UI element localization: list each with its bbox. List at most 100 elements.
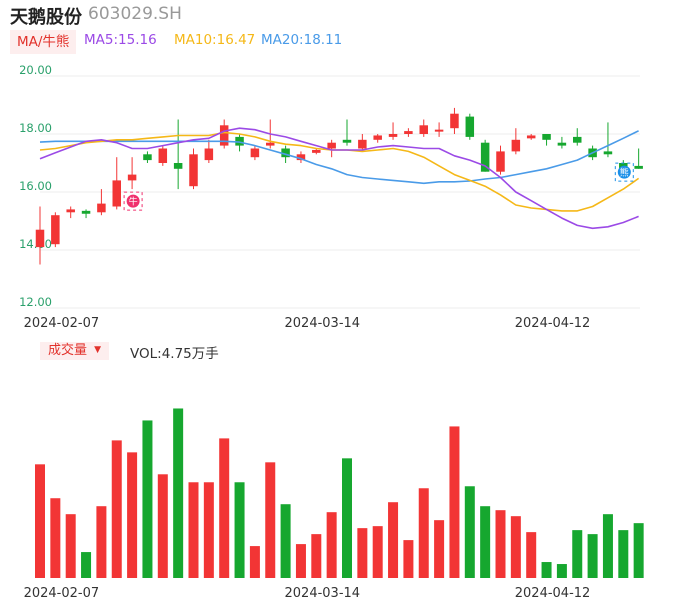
- candle-body: [97, 203, 106, 213]
- volume-bar-up: [449, 426, 460, 578]
- volume-bar-up: [111, 440, 122, 578]
- candle-body: [204, 148, 214, 161]
- candle-body: [573, 136, 582, 143]
- candle-up: [312, 148, 321, 155]
- candle-body: [526, 135, 536, 139]
- candle-up: [358, 134, 367, 152]
- candle-body: [158, 148, 168, 163]
- volume-bar-down: [81, 552, 92, 578]
- candle-body: [51, 215, 60, 245]
- candle-down: [542, 134, 551, 146]
- candle-body: [373, 135, 382, 140]
- ma5-line: [39, 127, 639, 230]
- candle-up: [511, 128, 521, 155]
- candle-up: [450, 107, 459, 134]
- volume-bar-down: [480, 506, 491, 578]
- candle-body: [480, 142, 490, 172]
- candle-up: [327, 139, 336, 158]
- volume-date-axis: 2024-02-07 2024-03-14 2024-04-12: [24, 586, 591, 601]
- volume-bar-up: [388, 502, 399, 578]
- candle-body: [634, 165, 643, 169]
- candle-body: [173, 163, 183, 169]
- candle-down: [557, 136, 567, 149]
- candle-up: [250, 145, 260, 161]
- candle-body: [112, 180, 121, 207]
- volume-bar-down: [633, 523, 644, 578]
- volume-bar-up: [219, 438, 230, 578]
- candle-down: [342, 119, 352, 146]
- candle-body: [250, 148, 260, 158]
- volume-bar-down: [280, 504, 291, 578]
- bull-signal-marker: 牛: [123, 191, 143, 211]
- x-tick-label: 2024-04-12: [515, 586, 591, 601]
- ma10-label: MA10:16.47: [174, 32, 256, 48]
- candle-body: [189, 154, 198, 187]
- candle-body: [557, 142, 567, 146]
- candle-body: [434, 129, 444, 132]
- signal-markers: 牛熊: [123, 162, 634, 211]
- volume-bar-down: [618, 530, 629, 578]
- volume-bar-up: [35, 464, 45, 578]
- price-axis-labels: 20.00 18.00 16.00 14.00 12.00: [19, 63, 52, 309]
- candle-up: [204, 139, 214, 163]
- volume-bar-down: [587, 534, 598, 578]
- candle-body: [496, 151, 505, 172]
- signal-label: 牛: [129, 196, 138, 208]
- volume-readout: VOL:4.75万手: [130, 346, 219, 362]
- bear-signal-marker: 熊: [614, 162, 634, 182]
- candle-body: [465, 116, 475, 137]
- volume-bar-down: [464, 486, 475, 578]
- candle-up: [496, 145, 505, 175]
- candle-body: [358, 139, 367, 149]
- signal-dot: [126, 194, 140, 208]
- volume-bar-down: [572, 530, 583, 578]
- candle-body: [81, 210, 91, 214]
- candle-down: [173, 119, 183, 190]
- volume-indicator-button[interactable]: 成交量 ▼: [40, 342, 110, 360]
- volume-bar-down: [541, 562, 552, 578]
- moving-average-lines: [39, 127, 640, 230]
- volume-bar-up: [526, 532, 537, 578]
- x-tick-label: 2024-04-12: [515, 316, 591, 331]
- volume-bar-down: [142, 420, 153, 578]
- candle-up: [112, 157, 121, 210]
- signal-frame: [123, 191, 143, 211]
- y-tick-label: 14.00: [19, 237, 52, 251]
- volume-bars: [35, 408, 644, 578]
- candle-body: [450, 113, 459, 129]
- volume-bar-up: [295, 544, 306, 578]
- volume-bar-up: [157, 474, 168, 578]
- candle-up: [526, 134, 536, 140]
- volume-bar-up: [326, 512, 337, 578]
- volume-button-label: 成交量: [48, 343, 88, 358]
- candle-body: [35, 229, 45, 248]
- candle-up: [158, 145, 168, 166]
- candle-down: [603, 122, 613, 158]
- candle-down: [143, 151, 152, 163]
- volume-bar-up: [50, 498, 61, 578]
- candle-up: [419, 119, 428, 137]
- volume-bar-up: [434, 520, 445, 578]
- x-tick-label: 2024-03-14: [285, 586, 361, 601]
- candle-body: [219, 125, 229, 146]
- y-tick-label: 20.00: [19, 63, 52, 77]
- volume-bar-up: [249, 546, 260, 578]
- stock-code: 603029.SH: [88, 4, 182, 24]
- candle-up: [404, 128, 413, 137]
- signal-dot: [617, 165, 631, 179]
- volume-bar-down: [173, 408, 184, 578]
- volume-bar-up: [510, 516, 521, 578]
- volume-bar-down: [234, 482, 245, 578]
- stock-name: 天鹅股份: [10, 7, 82, 28]
- candle-body: [603, 151, 613, 155]
- candle-body: [511, 139, 521, 152]
- candle-body: [66, 209, 75, 213]
- y-tick-label: 16.00: [19, 179, 52, 193]
- x-tick-label: 2024-03-14: [285, 316, 361, 331]
- volume-bar-up: [357, 528, 368, 578]
- indicator-selector-button[interactable]: MA/牛熊: [10, 30, 77, 54]
- candle-body: [266, 142, 275, 146]
- candle-body: [404, 131, 413, 134]
- candle-body: [542, 134, 551, 140]
